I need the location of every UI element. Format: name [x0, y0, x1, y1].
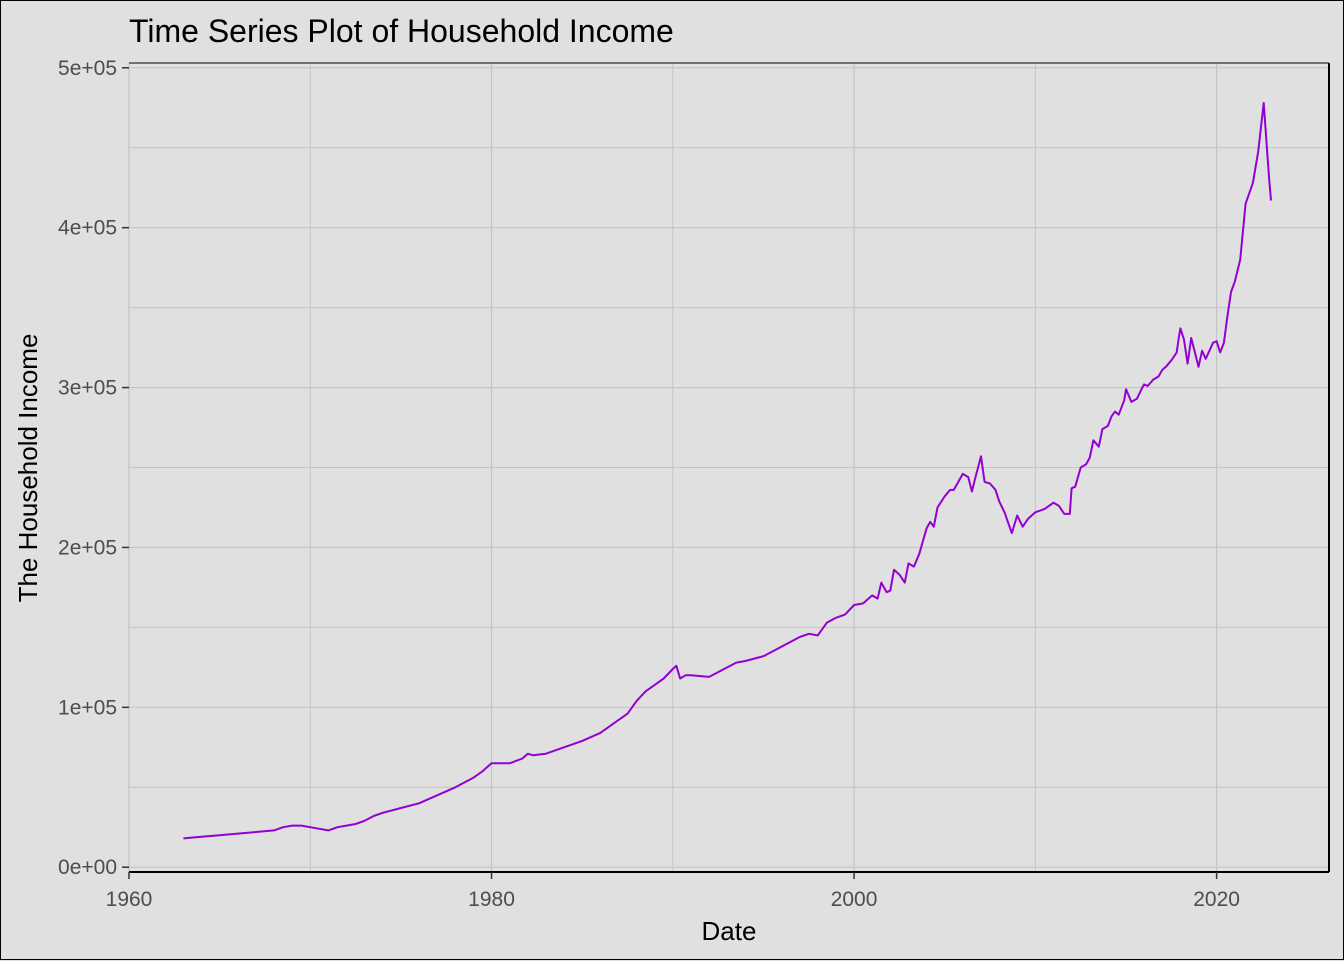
x-tick-label: 2000	[831, 888, 878, 911]
y-tick-label: 2e+05	[58, 536, 117, 559]
major-gridlines	[128, 63, 1329, 872]
series-layer	[183, 102, 1272, 840]
y-tick-label: 0e+00	[58, 856, 117, 879]
x-tick-label: 2020	[1193, 888, 1240, 911]
minor-gridlines	[129, 63, 1329, 872]
y-tick-label: 3e+05	[58, 377, 117, 400]
y-tick-label: 5e+05	[58, 57, 117, 80]
y-tick-label: 1e+05	[58, 696, 117, 719]
y-tick-label: 4e+05	[58, 217, 117, 240]
x-tick-label: 1980	[468, 888, 515, 911]
x-tick-label: 1960	[106, 888, 153, 911]
chart-title: Time Series Plot of Household Income	[129, 13, 674, 49]
y-axis-ticks: 0e+00 1e+05 2e+05 3e+05 4e+05 5e+05	[58, 57, 129, 879]
x-axis-ticks: 1960 1980 2000 2020	[106, 872, 1240, 911]
series-line-household-income	[183, 102, 1272, 840]
x-axis-title: Date	[702, 916, 757, 946]
y-axis-title: The Household Income	[13, 334, 43, 603]
